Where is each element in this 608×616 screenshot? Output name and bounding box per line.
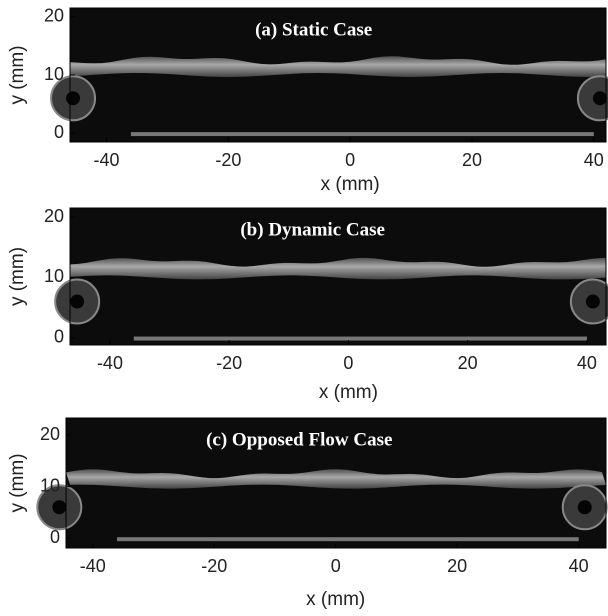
x-tick-label: -20 <box>216 353 242 373</box>
fixture-hole <box>52 500 66 514</box>
x-tick-label: 20 <box>462 150 482 170</box>
y-axis-label: y (mm) <box>7 453 28 512</box>
y-tick-label: 20 <box>40 424 60 444</box>
x-tick-label: -20 <box>201 556 227 576</box>
x-tick-label: 40 <box>569 556 589 576</box>
fixture-hole <box>66 91 80 105</box>
x-axis-label: x (mm) <box>321 174 380 195</box>
x-tick-label: 0 <box>343 353 353 373</box>
y-tick-label: 0 <box>54 327 64 347</box>
y-tick-label: 10 <box>44 64 64 84</box>
x-tick-label: 20 <box>447 556 467 576</box>
x-tick-label: 40 <box>584 150 604 170</box>
y-tick-label: 10 <box>44 266 64 286</box>
y-axis-label: y (mm) <box>7 247 28 306</box>
x-tick-label: -40 <box>94 150 120 170</box>
x-tick-label: 0 <box>345 150 355 170</box>
base-plate <box>131 132 594 136</box>
panel-title: (a) Static Case <box>255 19 372 40</box>
panel-title: (b) Dynamic Case <box>240 219 385 240</box>
x-axis-label: x (mm) <box>306 589 365 610</box>
x-tick-label: 0 <box>331 556 341 576</box>
y-tick-label: 20 <box>44 5 64 25</box>
y-tick-label: 10 <box>40 475 60 495</box>
x-tick-label: 40 <box>577 353 597 373</box>
x-tick-label: -40 <box>97 353 123 373</box>
fixture-hole <box>70 295 84 309</box>
y-axis-label: y (mm) <box>7 45 28 104</box>
panel-title: (c) Opposed Flow Case <box>206 429 392 450</box>
base-plate <box>134 337 587 341</box>
y-tick-label: 20 <box>44 206 64 226</box>
y-tick-label: 0 <box>54 122 64 142</box>
figure: -40 -20 0 20 40 0 10 20 (a) Static Case x (mm) y (… <box>0 0 608 611</box>
x-tick-label: 20 <box>458 353 478 373</box>
y-tick-label: 0 <box>50 527 60 547</box>
x-tick-label: -20 <box>215 150 241 170</box>
x-axis-label: x (mm) <box>319 382 378 403</box>
base-plate <box>117 537 579 541</box>
fixture-hole <box>586 295 600 309</box>
x-tick-label: -40 <box>80 556 106 576</box>
fixture-hole <box>593 91 607 105</box>
fixture-hole <box>578 500 592 514</box>
